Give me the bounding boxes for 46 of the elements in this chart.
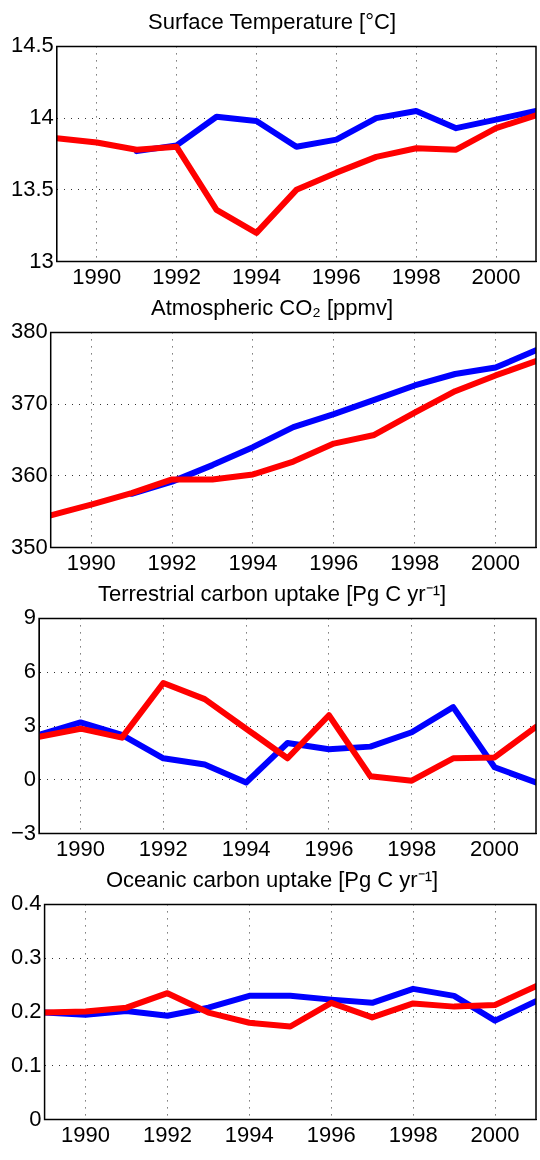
chart-title: Terrestrial carbon uptake [Pg C yr⁻¹]	[97, 581, 447, 607]
chart-title: Atmospheric CO₂ [ppmv]	[150, 295, 394, 321]
y-tick-label: 360	[10, 461, 48, 487]
x-tick-label: 2000	[470, 1121, 520, 1147]
x-tick-label: 1990	[56, 835, 105, 861]
x-tick-label: 1996	[306, 1121, 356, 1147]
y-tick-label: 0	[23, 765, 37, 791]
y-tick-label: 350	[10, 533, 48, 559]
x-tick-label: 1992	[152, 263, 202, 289]
x-tick-label: 1994	[228, 549, 278, 575]
y-tick-label: 6	[23, 658, 37, 684]
chart-title: Surface Temperature [°C]	[147, 9, 397, 35]
y-tick-label: 0.3	[10, 944, 42, 970]
x-tick-label: 1990	[72, 263, 122, 289]
y-tick-label: 0.4	[10, 890, 42, 916]
y-tick-label: 13.5	[10, 175, 54, 201]
x-tick-label: 1998	[391, 263, 441, 289]
y-tick-label: 380	[10, 318, 48, 344]
x-tick-label: 1992	[147, 549, 197, 575]
x-tick-label: 1998	[388, 1121, 438, 1147]
x-tick-label: 1994	[224, 1121, 274, 1147]
y-tick-label: 370	[10, 390, 48, 416]
x-tick-label: 1996	[304, 835, 354, 861]
x-tick-label: 1996	[309, 549, 359, 575]
x-tick-label: 1992	[138, 835, 188, 861]
x-tick-label: 1992	[142, 1121, 192, 1147]
x-tick-label: 2000	[471, 263, 521, 289]
x-tick-label: 1994	[232, 263, 281, 289]
y-tick-label: 14	[29, 104, 54, 130]
y-tick-label: 3	[23, 712, 37, 738]
y-tick-label: −3	[10, 819, 37, 845]
y-tick-label: 0.1	[10, 1051, 42, 1077]
x-tick-label: 1998	[387, 835, 437, 861]
x-tick-label: 1998	[390, 549, 440, 575]
y-tick-label: 13	[29, 247, 54, 273]
x-tick-label: 1994	[221, 835, 271, 861]
y-tick-label: 14.5	[10, 32, 54, 58]
y-tick-label: 9	[23, 604, 37, 630]
x-tick-label: 1990	[61, 1121, 111, 1147]
y-tick-label: 0	[29, 1105, 42, 1131]
x-tick-label: 1990	[66, 549, 116, 575]
x-tick-label: 2000	[470, 835, 520, 861]
x-tick-label: 1996	[311, 263, 361, 289]
y-tick-label: 0.2	[10, 998, 42, 1024]
x-tick-label: 2000	[471, 549, 521, 575]
chart-title: Oceanic carbon uptake [Pg C yr⁻¹]	[105, 867, 439, 893]
